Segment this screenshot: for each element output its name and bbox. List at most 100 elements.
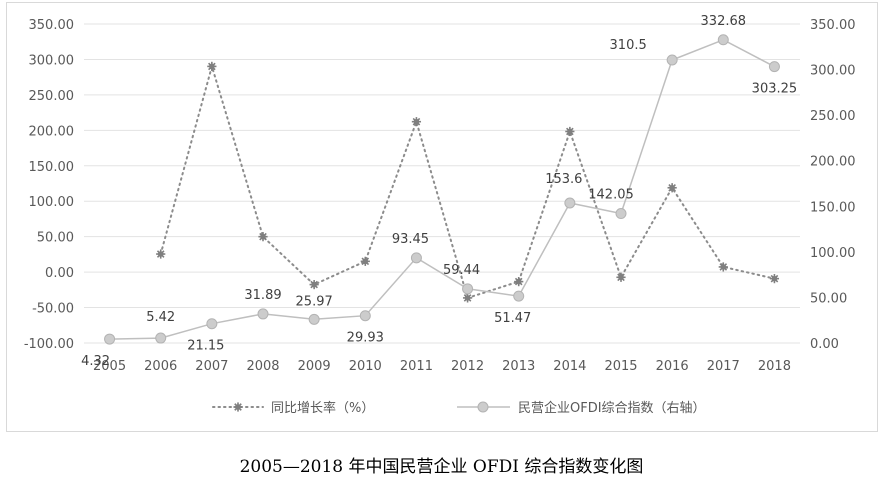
ofdi-index-point bbox=[308, 313, 320, 325]
legend-growth-rate-label: 同比增长率（%） bbox=[271, 400, 374, 416]
ofdi-index-point bbox=[410, 252, 422, 264]
x-axis-tick: 2011 bbox=[400, 359, 433, 374]
data-label: 5.42 bbox=[146, 310, 175, 325]
growth-rate-point-core bbox=[157, 251, 164, 257]
figure-caption: 2005—2018 年中国民营企业 OFDI 综合指数变化图 bbox=[239, 457, 644, 477]
growth-rate-point bbox=[462, 293, 473, 303]
axis-layer: -100.00 -50.00 0.00 50.00 100.00 150.00 200.00… bbox=[24, 18, 856, 374]
right-axis-tick: 300.00 bbox=[810, 64, 856, 79]
growth-rate-point bbox=[309, 279, 319, 290]
data-label: 59.44 bbox=[443, 263, 480, 278]
growth-rate-point bbox=[411, 117, 422, 127]
growth-rate-point bbox=[565, 126, 575, 137]
ofdi-index-point bbox=[513, 290, 525, 302]
growth-rate-point bbox=[667, 183, 677, 193]
series-line-1 bbox=[109, 38, 775, 340]
growth-rate-point-core bbox=[413, 118, 420, 125]
ofdi-index-point bbox=[257, 308, 269, 320]
ofdi-index-point bbox=[717, 34, 729, 46]
growth-rate-point bbox=[514, 277, 524, 287]
right-axis-tick: 100.00 bbox=[810, 246, 856, 261]
left-axis-tick: 150.00 bbox=[29, 160, 75, 175]
growth-rate-point-core bbox=[720, 264, 727, 270]
left-axis-tick: 50.00 bbox=[37, 231, 74, 246]
left-axis-tick: 100.00 bbox=[29, 195, 75, 210]
growth-rate-point bbox=[156, 249, 166, 259]
data-label: 310.5 bbox=[610, 38, 647, 53]
x-axis-tick: 2015 bbox=[604, 359, 637, 374]
growth-rate-point-core bbox=[311, 281, 317, 288]
ofdi-index-point bbox=[359, 310, 371, 322]
legend-layer: 同比增长率（%） 民营企业OFDI综合指数（右轴） bbox=[212, 400, 706, 416]
data-label: 153.6 bbox=[545, 172, 582, 187]
x-axis-tick: 2013 bbox=[502, 359, 535, 374]
data-label: 142.05 bbox=[588, 188, 634, 203]
data-label: 303.25 bbox=[752, 82, 798, 97]
data-label: 4.32 bbox=[81, 354, 110, 369]
growth-rate-point-core bbox=[464, 295, 471, 301]
label-layer: 4.32 5.42 21.15 31.89 25.97 29.93 93.45 59.44 51… bbox=[81, 14, 797, 369]
x-axis-tick: 2012 bbox=[451, 359, 484, 374]
x-axis-tick: 2005 bbox=[93, 359, 126, 374]
ofdi-index-point bbox=[462, 283, 474, 295]
legend-ofdi-index-marker bbox=[477, 401, 489, 413]
series-layer bbox=[104, 34, 780, 345]
data-label: 31.89 bbox=[244, 288, 281, 303]
x-axis-tick: 2018 bbox=[758, 359, 791, 374]
ofdi-index-point bbox=[615, 208, 627, 220]
x-axis-tick: 2016 bbox=[656, 359, 689, 374]
right-axis-tick: 50.00 bbox=[810, 291, 847, 306]
chart-svg: -100.00 -50.00 0.00 50.00 100.00 150.00 200.00… bbox=[24, 14, 856, 416]
x-axis-tick: 2006 bbox=[144, 359, 177, 374]
data-label: 332.68 bbox=[701, 14, 747, 29]
x-axis-tick: 2007 bbox=[195, 359, 228, 374]
x-axis-tick: 2017 bbox=[707, 359, 740, 374]
right-axis-tick: 200.00 bbox=[810, 155, 856, 170]
right-axis-tick: 0.00 bbox=[810, 337, 839, 352]
legend-growth-rate-core bbox=[235, 404, 241, 410]
left-axis-tick: 200.00 bbox=[29, 124, 75, 139]
left-axis-tick: -100.00 bbox=[24, 337, 74, 352]
growth-rate-point-core bbox=[362, 258, 369, 265]
chart-frame bbox=[6, 2, 878, 432]
ofdi-index-point bbox=[104, 333, 116, 345]
legend-growth-rate-marker bbox=[233, 402, 243, 412]
data-label: 93.45 bbox=[392, 232, 429, 247]
left-axis-tick: 350.00 bbox=[29, 18, 75, 33]
growth-rate-point-core bbox=[567, 128, 573, 135]
ofdi-index-point bbox=[666, 54, 678, 66]
growth-rate-point bbox=[769, 274, 780, 284]
data-label: 21.15 bbox=[187, 339, 224, 354]
left-axis-tick: 0.00 bbox=[45, 266, 74, 281]
growth-rate-point bbox=[360, 256, 370, 266]
growth-rate-point-core bbox=[209, 63, 215, 70]
ofdi-index-point bbox=[564, 197, 576, 209]
ofdi-index-point bbox=[155, 332, 167, 344]
data-label: 25.97 bbox=[296, 294, 333, 309]
growth-rate-point-core bbox=[515, 278, 522, 285]
x-axis-tick: 2010 bbox=[349, 359, 382, 374]
right-axis-tick: 350.00 bbox=[810, 18, 856, 33]
right-axis-tick: 250.00 bbox=[810, 109, 856, 124]
x-axis-tick: 2009 bbox=[298, 359, 331, 374]
growth-rate-point bbox=[616, 272, 626, 282]
left-axis-tick: -50.00 bbox=[32, 302, 74, 317]
right-axis-tick: 150.00 bbox=[810, 200, 856, 215]
x-axis-tick: 2014 bbox=[553, 359, 586, 374]
ofdi-index-point bbox=[768, 61, 780, 73]
growth-rate-point-core bbox=[669, 184, 675, 191]
data-label: 51.47 bbox=[494, 311, 531, 326]
left-axis-tick: 250.00 bbox=[29, 89, 75, 104]
growth-rate-point-core bbox=[618, 274, 624, 281]
growth-rate-point-core bbox=[260, 233, 266, 240]
ofdi-index-point bbox=[206, 318, 218, 330]
growth-rate-point bbox=[718, 262, 728, 272]
growth-rate-point bbox=[207, 61, 217, 71]
data-label: 29.93 bbox=[347, 331, 384, 346]
left-axis-tick: 300.00 bbox=[29, 53, 75, 68]
grid-layer bbox=[84, 23, 800, 344]
x-axis-tick: 2008 bbox=[246, 359, 279, 374]
growth-rate-point-core bbox=[771, 275, 778, 282]
legend-ofdi-index-label: 民营企业OFDI综合指数（右轴） bbox=[518, 400, 706, 416]
growth-rate-point bbox=[258, 232, 268, 242]
